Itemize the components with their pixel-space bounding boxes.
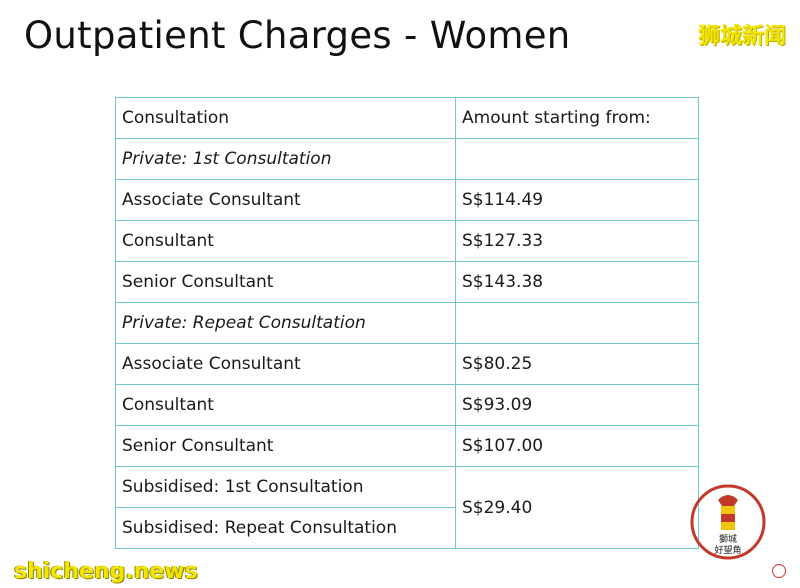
header-consultation: Consultation — [115, 97, 456, 139]
page-title: Outpatient Charges - Women — [24, 14, 571, 57]
row-label: Private: Repeat Consultation — [115, 302, 456, 344]
corner-mark-icon — [772, 564, 786, 578]
row-amount — [455, 138, 699, 180]
row-label: Subsidised: 1st Consultation — [115, 466, 456, 508]
table-row: Consultant S$127.33 — [115, 220, 699, 262]
table-row: Consultant S$93.09 — [115, 384, 699, 426]
row-label: Associate Consultant — [115, 343, 456, 385]
row-label: Subsidised: Repeat Consultation — [115, 507, 456, 549]
row-label: Senior Consultant — [115, 261, 456, 303]
table-row: Subsidised: Repeat Consultation — [115, 507, 699, 549]
svg-text:獅城: 獅城 — [719, 533, 737, 545]
table-row: Private: 1st Consultation — [115, 138, 699, 180]
row-amount: S$143.38 — [455, 261, 699, 303]
header-amount: Amount starting from: — [455, 97, 699, 139]
table-row: Associate Consultant S$80.25 — [115, 343, 699, 385]
row-amount: S$107.00 — [455, 425, 699, 467]
seal-logo-icon: 獅城 好望角 — [690, 484, 766, 560]
row-amount: S$114.49 — [455, 179, 699, 221]
table-row: Associate Consultant S$114.49 — [115, 179, 699, 221]
watermark-text: shicheng.news — [14, 559, 198, 584]
row-amount-merged: S$29.40 — [455, 466, 699, 549]
row-amount: S$127.33 — [455, 220, 699, 262]
table-row: Subsidised: 1st Consultation S$29.40 — [115, 466, 699, 549]
table-row: Private: Repeat Consultation — [115, 302, 699, 344]
row-amount: S$80.25 — [455, 343, 699, 385]
row-amount: S$93.09 — [455, 384, 699, 426]
row-amount — [455, 302, 699, 344]
table-header-row: Consultation Amount starting from: — [115, 97, 699, 139]
row-label: Private: 1st Consultation — [115, 138, 456, 180]
row-label: Senior Consultant — [115, 425, 456, 467]
row-label: Associate Consultant — [115, 179, 456, 221]
table-row: Senior Consultant S$143.38 — [115, 261, 699, 303]
svg-text:好望角: 好望角 — [714, 544, 741, 556]
table-row: Senior Consultant S$107.00 — [115, 425, 699, 467]
row-label: Consultant — [115, 384, 456, 426]
brand-logo-text: 狮城新闻 — [697, 24, 786, 49]
row-label: Consultant — [115, 220, 456, 262]
charges-table: Consultation Amount starting from: Priva… — [115, 97, 699, 549]
